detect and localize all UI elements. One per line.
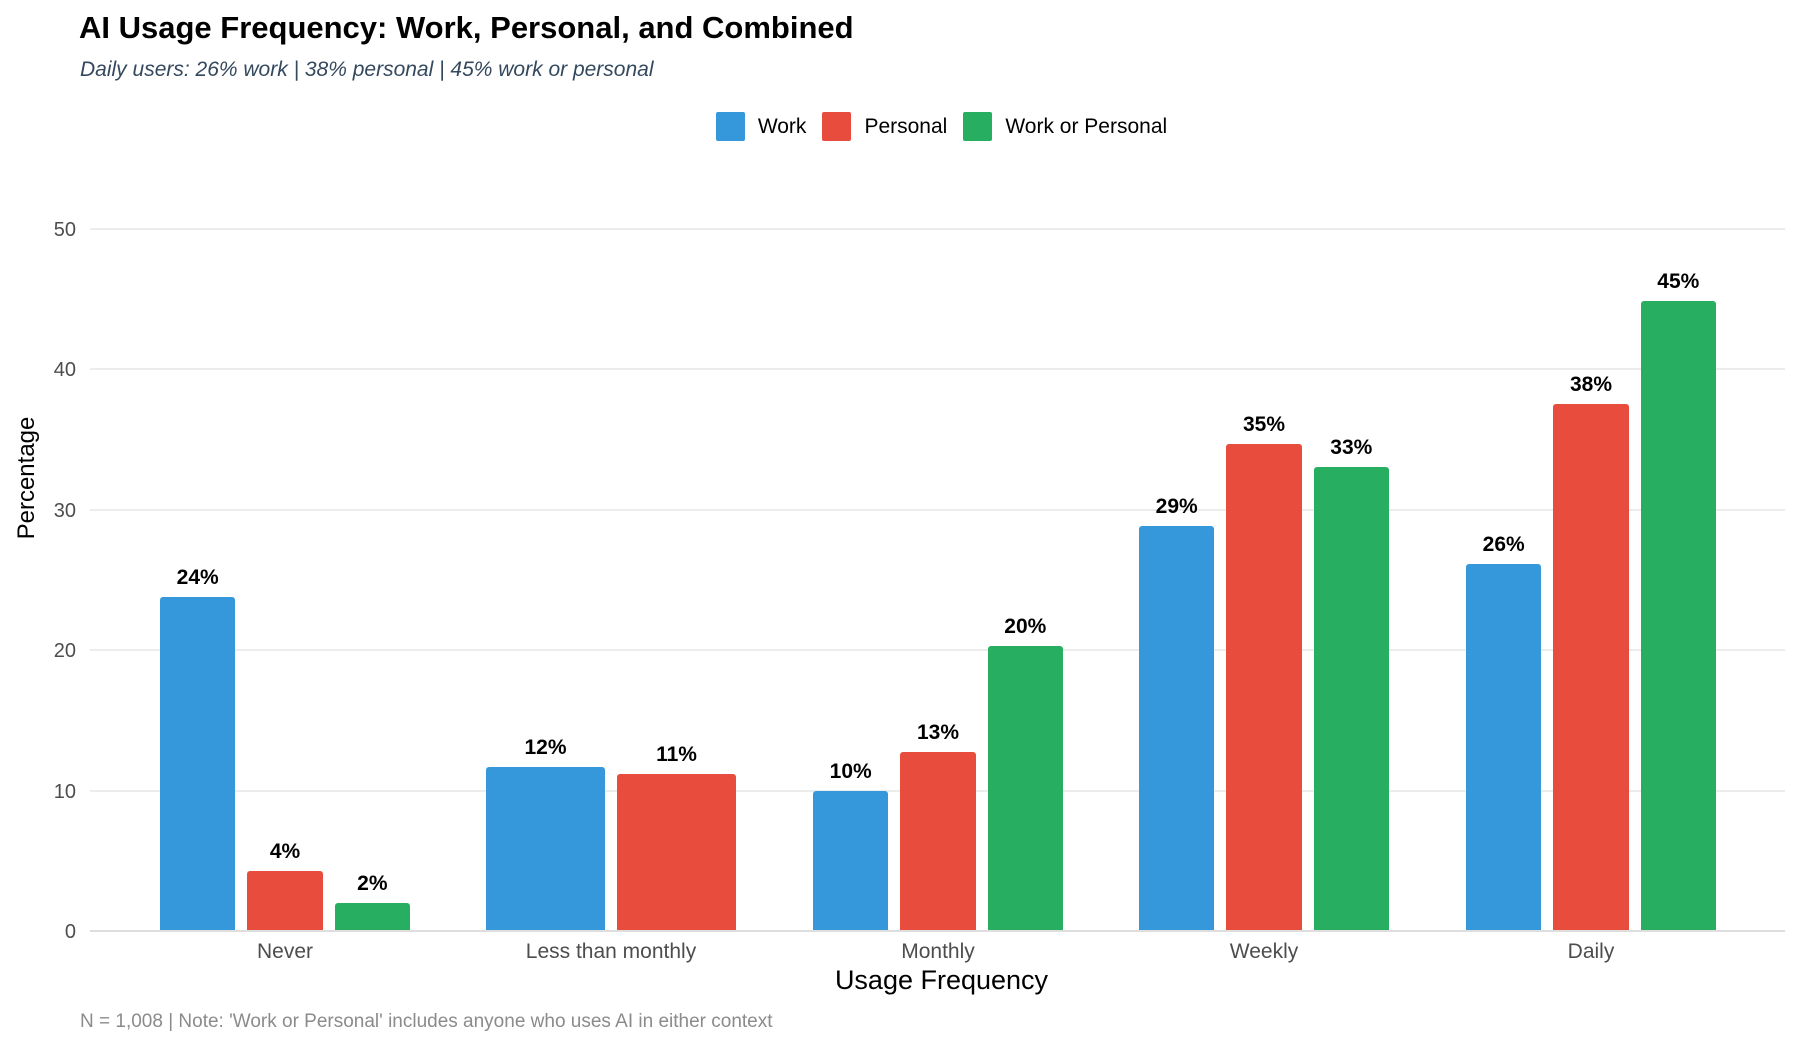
bar-group: 24% 4% 2%: [160, 228, 410, 930]
bar-value-label: 13%: [916, 720, 959, 744]
bar-work-or-personal: 2%: [334, 872, 410, 930]
bar-work: 26%: [1466, 533, 1542, 930]
y-tick-label: 50: [53, 219, 76, 241]
bar-value-label: 12%: [524, 736, 567, 760]
bar-value-label: 29%: [1155, 494, 1198, 518]
bar-value-label: 2%: [357, 872, 388, 896]
gridline: [90, 508, 1785, 511]
x-tick-label: Weekly: [1229, 940, 1299, 963]
legend: Work Personal Work or Personal: [90, 112, 1793, 141]
x-tick-label: Monthly: [901, 940, 975, 963]
bar-personal: 4%: [247, 840, 323, 930]
y-tick-label: 20: [53, 640, 76, 663]
bar-personal: 13%: [900, 721, 976, 930]
bar-work: 29%: [1139, 495, 1215, 930]
bar-value-label: 26%: [1482, 532, 1525, 556]
x-tick-label: Daily: [1567, 940, 1615, 963]
footnote: N = 1,008 | Note: 'Work or Personal' inc…: [80, 1011, 773, 1032]
legend-swatch-icon: [822, 112, 852, 141]
bar-value-label: 20%: [1004, 615, 1047, 639]
x-axis-line: [90, 930, 1785, 932]
legend-item: Work or Personal: [963, 112, 1167, 141]
x-axis-title: Usage Frequency: [834, 965, 1049, 995]
bar-personal: 11%: [617, 743, 736, 930]
legend-item: Personal: [822, 112, 947, 141]
y-tick-label: 0: [64, 921, 76, 943]
chart-title: AI Usage Frequency: Work, Personal, and …: [79, 10, 854, 45]
plot-area: 24% 4% 2% Never 12% 11% Less than monthly 10% 13…: [90, 228, 1793, 963]
legend-swatch-icon: [715, 112, 745, 141]
legend-label: Personal: [864, 114, 948, 138]
gridline: [90, 228, 1785, 230]
y-tick-label: 10: [53, 780, 76, 803]
bar-group: 29% 35% 33%: [1139, 228, 1389, 930]
bar-work: 12%: [486, 736, 605, 930]
legend-swatch-icon: [963, 112, 993, 141]
bar-work-or-personal: 45%: [1640, 270, 1716, 930]
bar-value-label: 45%: [1657, 270, 1700, 294]
bar-value-label: 38%: [1569, 372, 1612, 396]
bar-work: 24%: [160, 566, 236, 930]
y-tick-label: 40: [53, 359, 76, 382]
gridline: [90, 368, 1785, 371]
bar-group: 10% 13% 20%: [813, 228, 1063, 930]
bar-personal: 38%: [1553, 373, 1629, 930]
bar-value-label: 11%: [656, 743, 697, 767]
legend-item: Work: [715, 112, 807, 141]
bar-work-or-personal: 20%: [987, 615, 1063, 930]
legend-label: Work: [757, 114, 807, 138]
bar-value-label: 24%: [176, 566, 219, 590]
bar-value-label: 33%: [1330, 435, 1373, 459]
gridline: [90, 649, 1785, 652]
bar-group: 26% 38% 45%: [1466, 228, 1716, 930]
y-tick-label: 30: [53, 499, 76, 522]
bar-work: 10%: [813, 760, 889, 930]
chart-subtitle: Daily users: 26% work | 38% personal | 4…: [80, 58, 654, 81]
bar-value-label: 10%: [829, 760, 872, 784]
x-tick-label: Less than monthly: [525, 940, 697, 963]
bar-personal: 35%: [1226, 413, 1302, 930]
bar-group: 12% 11%: [486, 228, 736, 930]
x-tick-label: Never: [256, 940, 314, 963]
bar-work-or-personal: 33%: [1313, 436, 1389, 930]
bar-value-label: 4%: [269, 840, 301, 864]
bar-value-label: 35%: [1242, 413, 1285, 437]
legend-label: Work or Personal: [1005, 114, 1168, 138]
y-axis: 0 10 20 30 40 50: [0, 219, 76, 943]
